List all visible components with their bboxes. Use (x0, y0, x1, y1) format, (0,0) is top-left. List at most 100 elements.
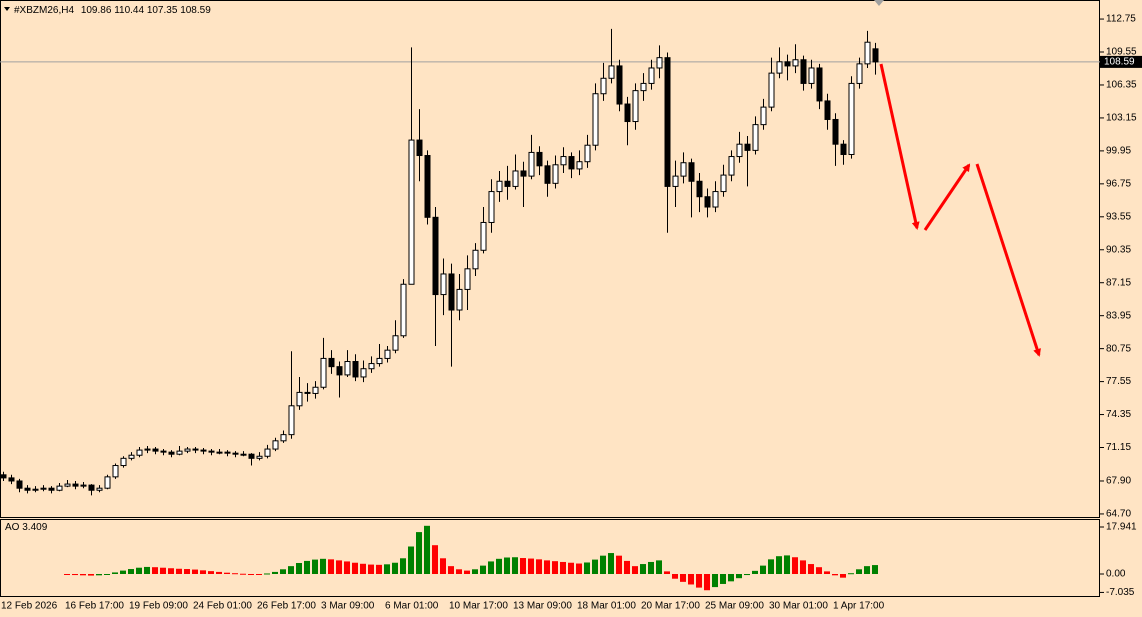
y-tick-label: -7.035 (1106, 587, 1135, 598)
candle-body (16, 480, 23, 489)
ao-bar (848, 573, 854, 575)
ao-bar (344, 561, 350, 575)
candle-body (24, 487, 31, 491)
y-tick-label: 77.55 (1106, 376, 1131, 387)
candle-body (648, 67, 655, 84)
ao-bar (568, 562, 574, 575)
candle-body (584, 144, 591, 163)
ao-bar (64, 574, 70, 576)
candle-body (160, 450, 167, 453)
candle-body (480, 221, 487, 251)
candle-body (0, 474, 7, 479)
ao-bar (128, 569, 134, 575)
candle-body (528, 151, 535, 177)
x-tick-label: 3 Mar 09:00 (321, 601, 375, 612)
candle-body (104, 476, 111, 489)
candle-body (120, 457, 127, 467)
candle-body (488, 191, 495, 223)
candle-body (208, 450, 215, 453)
ao-bar (768, 559, 774, 575)
candle-body (432, 216, 439, 296)
candle-body (112, 465, 119, 478)
y-tick-label: 67.90 (1106, 476, 1131, 487)
ao-bar (280, 569, 286, 575)
ao-bar (424, 525, 430, 575)
candle-body (744, 143, 751, 151)
ao-bar (632, 566, 638, 575)
candle-body (872, 48, 879, 63)
x-tick-label: 20 Mar 17:00 (641, 601, 700, 612)
ao-bar (648, 561, 654, 575)
ao-bar (800, 560, 806, 575)
ao-bar (624, 560, 630, 575)
ao-bar (544, 560, 550, 575)
ao-bar (440, 558, 446, 575)
ao-bar (392, 562, 398, 575)
ao-bar (752, 570, 758, 575)
candle-body (232, 452, 239, 455)
y-tick-label: 99.95 (1106, 146, 1131, 157)
candle-body (320, 357, 327, 388)
ao-bar (80, 574, 86, 576)
candle-body (824, 100, 831, 120)
candle-body (8, 477, 15, 482)
candle-body (416, 139, 423, 157)
ao-bar (88, 574, 94, 576)
forecast-arrows (879, 63, 1041, 357)
x-tick-label: 18 Mar 01:00 (577, 601, 636, 612)
candle-body (224, 451, 231, 454)
ao-bar (832, 574, 838, 576)
candle-body (456, 288, 463, 311)
candle-body (336, 366, 343, 376)
indicator-label: AO 3.409 (5, 522, 48, 533)
candle-body (144, 448, 151, 451)
candle-body (392, 335, 399, 351)
ao-bar (328, 559, 334, 575)
ao-bar (272, 571, 278, 575)
x-tick-label: 24 Feb 01:00 (193, 601, 252, 612)
candle-body (352, 361, 359, 378)
ao-bar (176, 568, 182, 575)
candle-body (680, 162, 687, 177)
candle-body (192, 448, 199, 451)
candle-body (448, 273, 455, 311)
ao-bar (144, 566, 150, 575)
ao-bar (600, 555, 606, 575)
candle-body (832, 118, 839, 145)
y-tick-label: 17.941 (1106, 522, 1137, 533)
candle-body (552, 164, 559, 184)
candle-body (264, 448, 271, 457)
candle-body (368, 363, 375, 370)
menu-icon (4, 7, 10, 11)
candle-body (504, 180, 511, 187)
y-tick-label: 80.75 (1106, 343, 1131, 354)
candle-body (568, 156, 575, 170)
ao-bar (680, 574, 686, 582)
candle-body (608, 65, 615, 79)
candle-body (520, 170, 527, 177)
ao-bar (608, 553, 614, 575)
ao-bar (576, 563, 582, 575)
x-tick-label: 12 Feb 2026 (1, 601, 58, 612)
header-high: 110.44 (114, 5, 144, 16)
candle-body (176, 450, 183, 455)
ao-bar (360, 563, 366, 575)
candle-body (168, 451, 175, 455)
candle-body (304, 391, 311, 394)
x-tick-label: 13 Mar 09:00 (513, 601, 572, 612)
ao-bar (416, 532, 422, 575)
price-panel (0, 0, 1100, 518)
ao-bar (720, 574, 726, 584)
candle-body (152, 448, 159, 452)
y-tick-label: 106.35 (1106, 80, 1137, 91)
ao-bar (376, 564, 382, 575)
ao-bar (728, 574, 734, 582)
ao-bar (112, 572, 118, 575)
candle-body (200, 449, 207, 452)
candle-body (384, 349, 391, 359)
indicator-name: AO (5, 522, 20, 533)
ao-bar (560, 561, 566, 575)
ao-bar (616, 555, 622, 575)
candle-body (80, 484, 87, 487)
ao-bar (656, 560, 662, 575)
